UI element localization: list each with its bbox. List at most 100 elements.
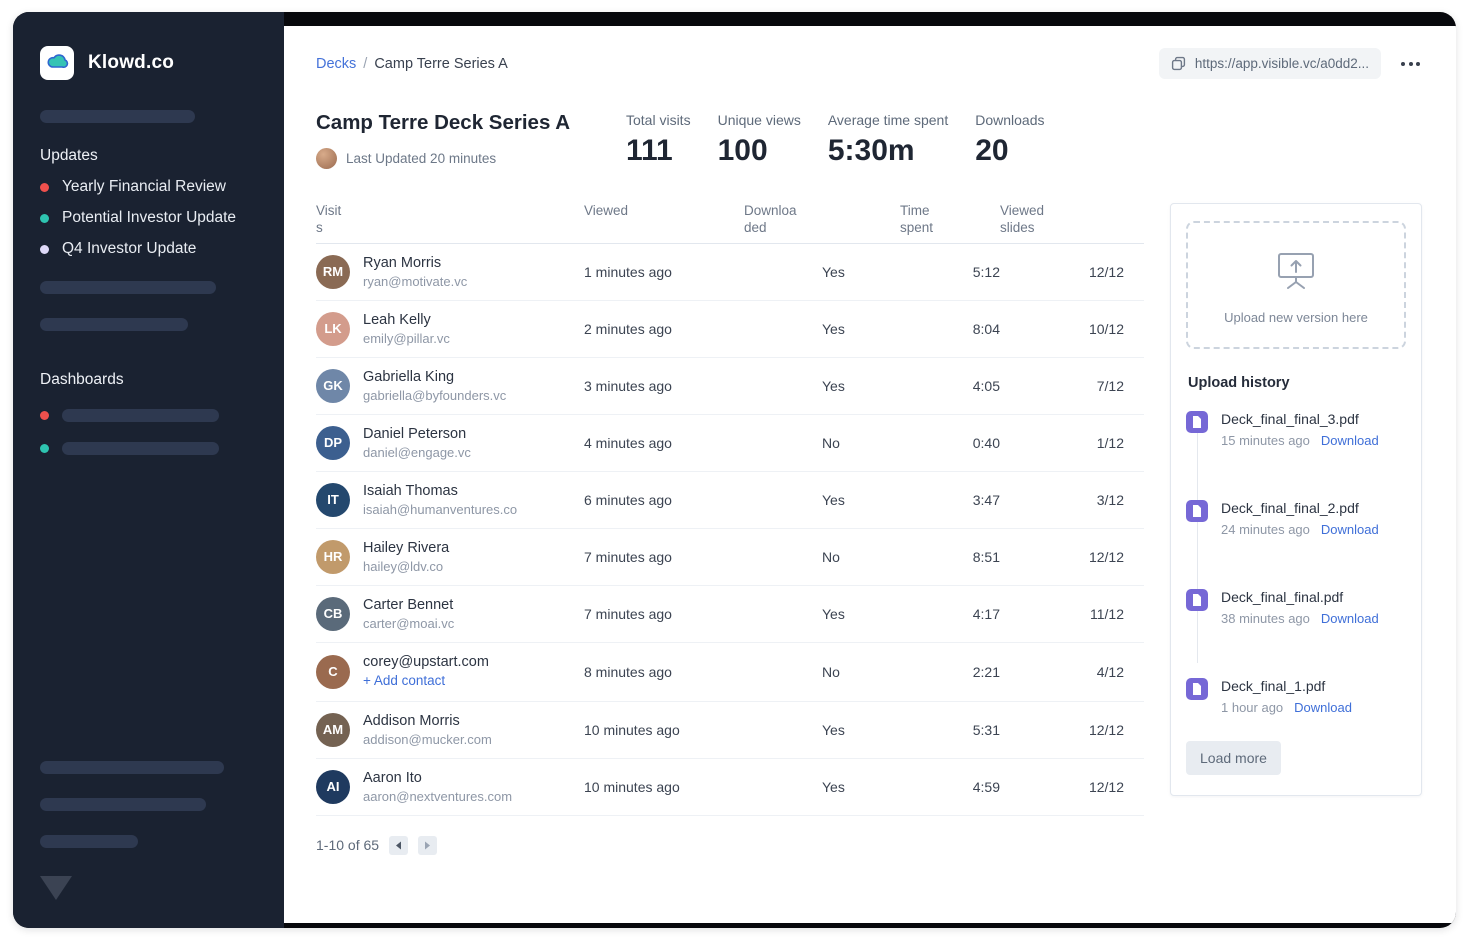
updates-list: Yearly Financial Review Potential Invest… xyxy=(40,165,260,258)
header-actions: https://app.visible.vc/a0dd2... xyxy=(1158,48,1422,79)
upload-history-item: Deck_final_final_2.pdf 24 minutes ago Do… xyxy=(1186,500,1406,537)
sidebar-item-update[interactable]: Yearly Financial Review xyxy=(40,178,260,196)
downloaded-cell: Yes xyxy=(822,605,845,622)
visitor-name: corey@upstart.com xyxy=(363,653,489,670)
add-contact-link[interactable]: + Add contact xyxy=(363,672,446,688)
file-time: 1 hour ago xyxy=(1221,700,1284,715)
file-name: Deck_final_final_3.pdf xyxy=(1221,411,1359,427)
upload-dropzone[interactable]: Upload new version here xyxy=(1186,221,1406,349)
visitor-avatar: C xyxy=(316,654,350,689)
table-row[interactable]: RM Ryan Morris ryan@motivate.vc 1 minute… xyxy=(316,244,1144,301)
share-url-button[interactable]: https://app.visible.vc/a0dd2... xyxy=(1158,48,1381,79)
viewed-slides-cell: 3/12 xyxy=(1096,491,1124,508)
visitor-name: Daniel Peterson xyxy=(363,425,467,442)
sidebar-item-dashboard[interactable] xyxy=(40,442,260,455)
upload-history-heading: Upload history xyxy=(1188,375,1290,391)
stat-value: 5:30m xyxy=(827,134,915,167)
update-label: Yearly Financial Review xyxy=(62,178,226,195)
logo-text: Klowd.co xyxy=(88,52,175,73)
status-dot-icon xyxy=(40,244,49,254)
table-row[interactable]: AI Aaron Ito aaron@nextventures.com 10 m… xyxy=(316,759,1144,816)
upload-history-item: Deck_final_1.pdf 1 hour ago Download xyxy=(1186,678,1406,715)
visitor-email: aaron@nextventures.com xyxy=(363,788,513,804)
upload-panel: Upload new version here Upload history xyxy=(1170,203,1422,796)
visitor-avatar: AM xyxy=(316,712,350,747)
viewed-slides-cell: 11/12 xyxy=(1090,605,1124,622)
visitor-email: hailey@ldv.co xyxy=(363,558,444,574)
download-link[interactable]: Download xyxy=(1320,522,1379,537)
table-row[interactable]: GK Gabriella King gabriella@byfounders.v… xyxy=(316,358,1144,415)
viewed-slides-cell: 1/12 xyxy=(1096,434,1124,451)
deck-title-block: Camp Terre Deck Series A Last Updated 20… xyxy=(316,111,626,169)
download-link[interactable]: Download xyxy=(1294,700,1352,715)
pagination: 1-10 of 65 xyxy=(316,835,1144,881)
visitor-identity: Hailey Rivera hailey@ldv.co xyxy=(363,540,449,574)
status-dot-icon xyxy=(40,411,49,420)
table-row[interactable]: LK Leah Kelly emily@pillar.vc 2 minutes … xyxy=(316,301,1144,358)
visitor-identity: Isaiah Thomas isaiah@humanventures.co xyxy=(363,483,517,517)
breadcrumb-decks-link[interactable]: Decks xyxy=(316,55,357,72)
table-row[interactable]: IT Isaiah Thomas isaiah@humanventures.co… xyxy=(316,472,1144,529)
upload-history-list: Deck_final_final_3.pdf 15 minutes ago Do… xyxy=(1186,411,1406,715)
visitor-email: isaiah@humanventures.co xyxy=(363,501,518,517)
stat-value: 111 xyxy=(626,134,673,167)
time-spent-cell: 0:40 xyxy=(972,434,1000,451)
file-icon xyxy=(1186,500,1208,522)
visitor-avatar: DP xyxy=(316,425,350,460)
sidebar-item-update[interactable]: Q4 Investor Update xyxy=(40,240,260,258)
visitor-avatar: AI xyxy=(316,769,350,804)
time-spent-cell: 3:47 xyxy=(972,491,1000,508)
viewed-slides-cell: 7/12 xyxy=(1096,377,1124,394)
updates-heading: Updates xyxy=(40,147,98,164)
copy-icon[interactable] xyxy=(1171,56,1186,71)
download-link[interactable]: Download xyxy=(1320,611,1379,626)
last-updated-text: Last Updated 20 minutes xyxy=(346,151,497,166)
time-spent-cell: 4:05 xyxy=(972,377,1000,394)
viewed-cell: 8 minutes ago xyxy=(584,663,672,680)
file-details: Deck_final_final_2.pdf 24 minutes ago Do… xyxy=(1221,500,1379,537)
visitor-name: Hailey Rivera xyxy=(363,539,450,556)
visitor-name: Carter Bennet xyxy=(363,596,454,613)
upload-monitor-icon xyxy=(1274,251,1318,291)
sidebar-item-update[interactable]: Potential Investor Update xyxy=(40,209,260,227)
visitor-name: Ryan Morris xyxy=(363,254,442,271)
deck-header: Camp Terre Deck Series A Last Updated 20… xyxy=(316,111,1422,169)
viewed-cell: 10 minutes ago xyxy=(584,721,680,738)
table-row[interactable]: C corey@upstart.com + Add contact 8 minu… xyxy=(316,643,1144,702)
visitor-identity: corey@upstart.com + Add contact xyxy=(363,654,489,690)
visitor-cell: C corey@upstart.com + Add contact xyxy=(316,654,584,690)
column-header-downloaded: Downloaded xyxy=(744,203,797,235)
table-row[interactable]: AM Addison Morris addison@mucker.com 10 … xyxy=(316,702,1144,759)
table-row[interactable]: CB Carter Bennet carter@moai.vc 7 minute… xyxy=(316,586,1144,643)
visitor-avatar: RM xyxy=(316,254,350,289)
table-row[interactable]: HR Hailey Rivera hailey@ldv.co 7 minutes… xyxy=(316,529,1144,586)
stat-card: Downloads 20 xyxy=(975,112,1044,168)
column-header-visits: Visits xyxy=(316,203,342,235)
top-bar: Decks / Camp Terre Series A https://app.vi… xyxy=(316,48,1422,79)
skeleton-bar xyxy=(40,318,188,331)
sidebar-item-dashboard[interactable] xyxy=(40,409,260,422)
dropzone-label: Upload new version here xyxy=(1224,310,1368,325)
visitor-identity: Ryan Morris ryan@motivate.vc xyxy=(363,255,467,289)
overflow-menu-icon[interactable] xyxy=(1399,56,1422,72)
prev-page-button[interactable] xyxy=(389,835,409,855)
updater-avatar xyxy=(316,148,337,169)
time-spent-cell: 8:04 xyxy=(972,320,1000,337)
time-spent-cell: 2:21 xyxy=(972,663,1000,680)
viewed-cell: 6 minutes ago xyxy=(584,491,672,508)
downloaded-cell: Yes xyxy=(822,263,845,280)
next-page-button[interactable] xyxy=(418,835,438,855)
visitor-cell: DP Daniel Peterson daniel@engage.vc xyxy=(316,425,584,460)
load-more-button[interactable]: Load more xyxy=(1186,741,1281,775)
visitor-email: carter@moai.vc xyxy=(363,615,455,631)
file-name: Deck_final_final.pdf xyxy=(1221,589,1344,605)
status-dot-icon xyxy=(40,213,49,223)
file-time: 24 minutes ago xyxy=(1221,522,1310,537)
downloaded-cell: Yes xyxy=(822,491,845,508)
download-link[interactable]: Download xyxy=(1320,433,1379,448)
downloaded-cell: No xyxy=(822,434,840,451)
dashboards-list xyxy=(40,389,260,455)
skeleton-bar xyxy=(62,442,219,455)
chevron-left-icon xyxy=(396,841,402,850)
table-row[interactable]: DP Daniel Peterson daniel@engage.vc 4 mi… xyxy=(316,415,1144,472)
